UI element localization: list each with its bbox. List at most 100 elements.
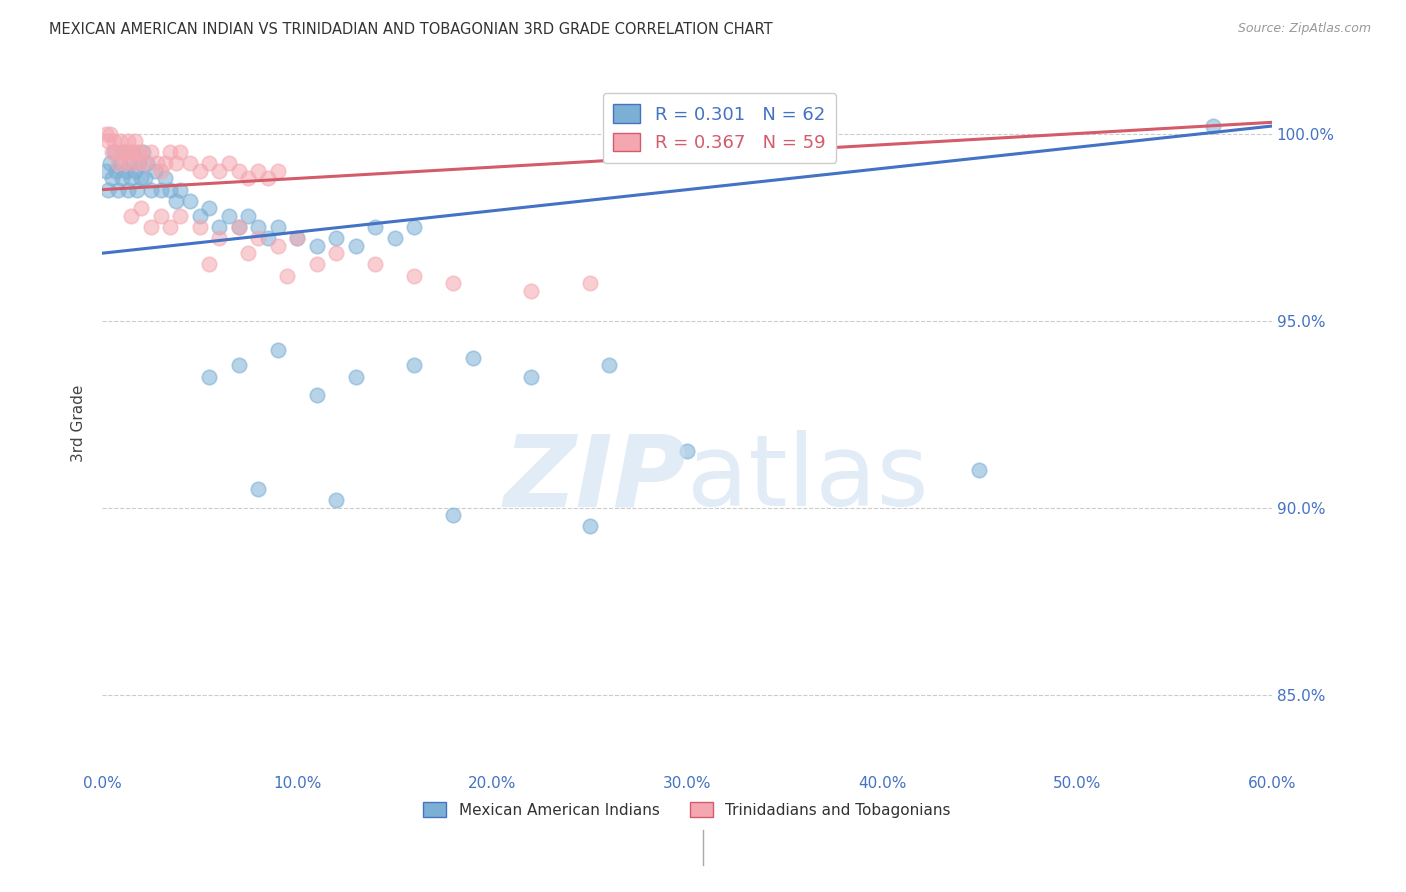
Point: [228, 220, 250, 235]
Point: [325, 231, 347, 245]
Point: [461, 351, 484, 365]
Point: [159, 183, 181, 197]
Point: [98, 127, 121, 141]
Point: [153, 156, 176, 170]
Point: [208, 231, 231, 245]
Point: [364, 220, 387, 235]
Point: [198, 156, 221, 170]
Point: [132, 145, 155, 160]
Point: [114, 145, 136, 160]
Point: [120, 156, 142, 170]
Point: [364, 257, 387, 271]
Point: [441, 508, 464, 522]
Point: [101, 171, 124, 186]
Point: [208, 164, 231, 178]
Point: [139, 145, 162, 160]
Point: [136, 156, 159, 170]
Point: [198, 202, 221, 216]
Point: [143, 164, 166, 178]
Point: [238, 246, 260, 260]
Point: [120, 209, 142, 223]
Point: [247, 482, 270, 496]
Point: [247, 220, 270, 235]
Point: [676, 444, 699, 458]
Point: [218, 156, 240, 170]
Point: [118, 145, 141, 160]
Point: [305, 257, 328, 271]
Point: [120, 171, 142, 186]
Point: [169, 183, 191, 197]
Point: [228, 164, 250, 178]
Point: [114, 164, 136, 178]
Point: [129, 145, 152, 160]
Point: [384, 231, 406, 245]
Point: [149, 183, 172, 197]
Point: [122, 145, 145, 160]
Point: [139, 220, 162, 235]
Point: [228, 220, 250, 235]
Point: [238, 171, 260, 186]
Point: [128, 156, 150, 170]
Point: [266, 220, 288, 235]
Point: [112, 156, 135, 170]
Point: [247, 231, 270, 245]
Point: [218, 209, 240, 223]
Point: [266, 343, 288, 358]
Point: [117, 134, 139, 148]
Point: [441, 276, 464, 290]
Point: [111, 171, 134, 186]
Point: [159, 145, 181, 160]
Point: [285, 231, 308, 245]
Point: [127, 183, 149, 197]
Point: [149, 209, 172, 223]
Point: [98, 156, 121, 170]
Point: [108, 134, 131, 148]
Point: [149, 164, 172, 178]
Point: [198, 369, 221, 384]
Point: [165, 156, 187, 170]
Point: [103, 145, 125, 160]
Point: [122, 145, 145, 160]
Point: [111, 145, 134, 160]
Point: [117, 183, 139, 197]
Point: [198, 257, 221, 271]
Point: [94, 164, 117, 178]
Point: [128, 156, 150, 170]
Point: [127, 145, 149, 160]
Point: [266, 164, 288, 178]
Point: [325, 493, 347, 508]
Point: [404, 268, 426, 283]
Point: [404, 220, 426, 235]
Point: [139, 183, 162, 197]
Point: [285, 231, 308, 245]
Point: [165, 194, 187, 208]
Point: [97, 183, 120, 197]
Point: [104, 145, 127, 160]
Point: [134, 156, 156, 170]
Text: atlas: atlas: [688, 430, 929, 527]
Point: [578, 276, 600, 290]
Legend: Mexican American Indians, Trinidadians and Tobagonians: Mexican American Indians, Trinidadians a…: [418, 796, 956, 824]
Point: [107, 156, 129, 170]
Point: [103, 134, 125, 148]
Point: [228, 359, 250, 373]
Point: [169, 145, 191, 160]
Text: ZIP: ZIP: [505, 430, 688, 527]
Point: [404, 359, 426, 373]
Point: [208, 220, 231, 235]
Point: [247, 164, 270, 178]
Point: [305, 238, 328, 252]
Point: [305, 388, 328, 402]
Point: [344, 238, 367, 252]
Point: [118, 156, 141, 170]
Point: [153, 171, 176, 186]
Point: [159, 220, 181, 235]
Point: [179, 156, 201, 170]
Point: [129, 171, 152, 186]
Point: [101, 145, 124, 160]
Point: [146, 156, 169, 170]
Point: [520, 284, 543, 298]
Point: [969, 463, 991, 477]
Point: [97, 134, 120, 148]
Text: MEXICAN AMERICAN INDIAN VS TRINIDADIAN AND TOBAGONIAN 3RD GRADE CORRELATION CHAR: MEXICAN AMERICAN INDIAN VS TRINIDADIAN A…: [49, 22, 773, 37]
